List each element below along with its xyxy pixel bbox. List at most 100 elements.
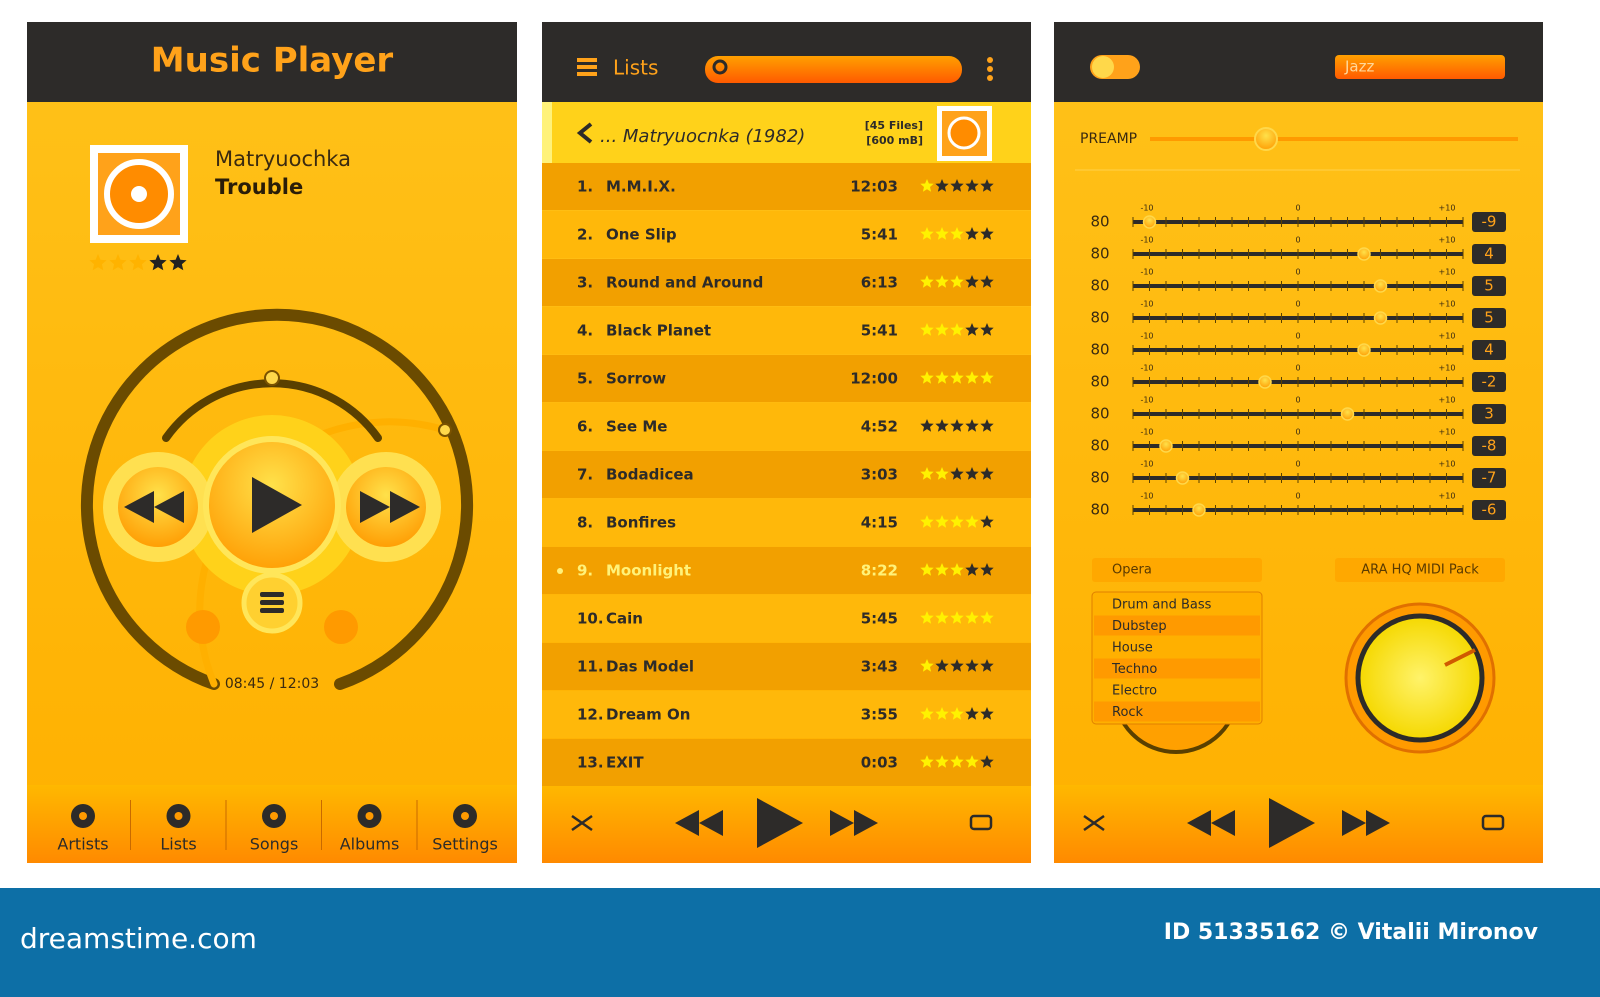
- preamp-handle[interactable]: [1254, 127, 1278, 151]
- lists-title: Lists: [613, 56, 658, 80]
- track-row[interactable]: [542, 259, 1031, 306]
- track-row[interactable]: [542, 211, 1031, 258]
- star: [980, 179, 994, 192]
- star: [935, 227, 949, 240]
- scale-label: -10: [1140, 300, 1153, 309]
- album-title: ... Matryuocnka (1982): [600, 126, 805, 147]
- star: [920, 707, 934, 720]
- track-name: M.M.I.X.: [606, 178, 676, 196]
- genre-option[interactable]: Techno: [1111, 662, 1157, 677]
- gain-box: [1472, 276, 1506, 296]
- shuffle-icon: [1083, 814, 1105, 832]
- scale-label: +10: [1439, 332, 1456, 341]
- nav-label[interactable]: Lists: [160, 835, 196, 854]
- track-row[interactable]: [542, 547, 1031, 594]
- band-frequency: 80: [1090, 501, 1109, 519]
- track-row[interactable]: [542, 691, 1031, 738]
- track-row[interactable]: [542, 451, 1031, 498]
- nav-icon-center: [365, 812, 374, 820]
- track-row[interactable]: [542, 163, 1031, 210]
- band-handle[interactable]: [1373, 311, 1388, 325]
- midi-knob[interactable]: [1355, 613, 1485, 743]
- track-name: See Me: [606, 418, 667, 436]
- star: [965, 755, 979, 768]
- star: [920, 419, 934, 432]
- track-duration: 4:15: [861, 514, 898, 532]
- track-row[interactable]: [542, 643, 1031, 690]
- genre-item[interactable]: [1094, 637, 1260, 657]
- genre-item[interactable]: [1094, 594, 1260, 614]
- track-row[interactable]: [542, 307, 1031, 354]
- track-name: Round and Around: [606, 274, 763, 292]
- midi-dropdown[interactable]: [1335, 558, 1505, 582]
- nav-label[interactable]: Songs: [250, 835, 299, 854]
- genre-item[interactable]: [1094, 680, 1260, 700]
- track-row[interactable]: [542, 499, 1031, 546]
- shuffle-button[interactable]: [186, 610, 220, 644]
- genre-option[interactable]: Electro: [1112, 684, 1157, 699]
- search-bar[interactable]: [705, 56, 962, 83]
- forward-icon: [390, 491, 420, 523]
- track-duration: 8:22: [861, 562, 898, 580]
- track-number: 8.: [577, 514, 593, 532]
- band-handle[interactable]: [1373, 279, 1388, 293]
- preset-dropdown[interactable]: [1335, 55, 1505, 79]
- scale-label: +10: [1439, 396, 1456, 405]
- star: [935, 275, 949, 288]
- repeat-icon: [969, 814, 993, 831]
- album-row-edge: [542, 102, 552, 163]
- genre-item[interactable]: [1094, 701, 1260, 722]
- track-row[interactable]: [542, 403, 1031, 450]
- star: [950, 563, 964, 576]
- rating: [920, 371, 994, 384]
- genre-dropdown[interactable]: [1092, 558, 1262, 582]
- rating: [920, 179, 994, 192]
- scale-label: -10: [1140, 332, 1153, 341]
- band-handle[interactable]: [1142, 215, 1157, 229]
- band-handle[interactable]: [1175, 471, 1190, 485]
- track-duration: 0:03: [861, 754, 898, 772]
- track-row[interactable]: [542, 595, 1031, 642]
- band-handle[interactable]: [1159, 439, 1173, 453]
- genre-option[interactable]: Drum and Bass: [1112, 598, 1212, 613]
- genre-item[interactable]: [1094, 658, 1260, 679]
- progress-ring: [81, 308, 473, 690]
- rewind-icon: [154, 491, 184, 523]
- track-duration: 12:00: [850, 370, 898, 388]
- more-icon: [987, 66, 993, 72]
- track-name: Moonlight: [606, 562, 691, 580]
- nav-label[interactable]: Artists: [57, 835, 108, 854]
- nav-label[interactable]: Settings: [432, 835, 498, 854]
- star: [169, 254, 187, 271]
- band-handle[interactable]: [1357, 247, 1371, 261]
- genre-option[interactable]: Dubstep: [1112, 619, 1167, 634]
- band-handle[interactable]: [1192, 503, 1206, 517]
- rewind-icon: [1187, 810, 1211, 836]
- star: [935, 563, 949, 576]
- repeat-button[interactable]: [324, 610, 358, 644]
- star: [950, 227, 964, 240]
- genre-item[interactable]: [1094, 615, 1260, 636]
- band-handle[interactable]: [1340, 407, 1355, 421]
- lists-icon: [577, 65, 597, 69]
- rewind-icon: [699, 810, 723, 836]
- genre-option[interactable]: Rock: [1112, 705, 1144, 720]
- band-frequency: 80: [1090, 341, 1109, 359]
- scale-label: 0: [1295, 236, 1300, 245]
- site: dreamstime.com: [20, 922, 257, 955]
- forward-icon: [830, 810, 854, 836]
- band-frequency: 80: [1090, 437, 1109, 455]
- nav-label[interactable]: Albums: [340, 835, 400, 854]
- genre-option[interactable]: House: [1112, 641, 1153, 656]
- band-handle[interactable]: [1258, 375, 1272, 389]
- track-row[interactable]: [542, 739, 1031, 786]
- star: [920, 179, 934, 192]
- star: [920, 371, 934, 384]
- nav-icon-center: [270, 812, 278, 820]
- track-row[interactable]: [542, 355, 1031, 402]
- band-handle[interactable]: [1357, 343, 1371, 357]
- star: [935, 323, 949, 336]
- scale-label: -10: [1140, 236, 1153, 245]
- track-duration: 3:03: [861, 466, 898, 484]
- forward-icon: [854, 810, 878, 836]
